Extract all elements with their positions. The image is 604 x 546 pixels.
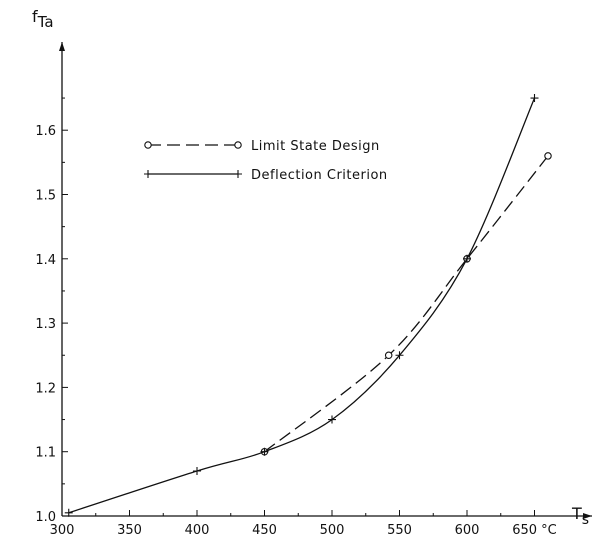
x-tick-label: 600 [455, 523, 480, 538]
y-tick-label: 1.2 [35, 381, 56, 396]
x-tick-label: 550 [387, 523, 412, 538]
y-axis-title-main: f [32, 7, 38, 26]
y-tick-label: 1.4 [35, 253, 56, 268]
series-layer [64, 94, 552, 517]
y-tick-label: 1.6 [35, 124, 56, 139]
y-tick-label: 1.1 [35, 446, 56, 461]
y-tick-label: 1.3 [35, 317, 56, 332]
data-point-1 [328, 415, 336, 424]
y-tick-label: 1.0 [35, 510, 56, 525]
data-point-1 [193, 466, 201, 475]
legend-marker-1 [234, 170, 242, 178]
legend-label-1: Deflection Criterion [251, 168, 388, 183]
axes [59, 42, 592, 519]
legend-marker-1 [144, 170, 152, 178]
data-point-1 [64, 508, 73, 517]
data-point-0 [544, 152, 552, 160]
x-axis-title-sub: s [582, 512, 589, 528]
ticks: 300 350 400 450 500 550 600 650 °C 1.0 1.1 1.2 1.3 1… [35, 97, 557, 538]
x-tick-label: 450 [252, 523, 277, 538]
y-axis-title: fTa [32, 7, 54, 31]
legend: Limit State Design Deflection Criterion [144, 139, 388, 183]
legend-marker-0 [234, 141, 242, 149]
series-line-0 [264, 155, 549, 453]
legend-marker-0 [144, 141, 152, 149]
x-tick-label: 650 °C [512, 523, 557, 538]
x-axis-title-main: T [571, 504, 582, 523]
x-tick-label: 500 [320, 523, 345, 538]
y-axis-arrow [59, 42, 65, 51]
series-line-1 [68, 97, 536, 514]
y-axis-title-sub: Ta [37, 13, 54, 31]
x-tick-label: 400 [185, 523, 210, 538]
data-point-1 [530, 94, 539, 103]
x-tick-label: 350 [117, 523, 142, 538]
x-axis-arrow [583, 513, 592, 519]
data-point-1 [260, 447, 269, 456]
x-tick-label: 300 [50, 523, 75, 538]
data-point-0 [384, 351, 393, 359]
legend-label-0: Limit State Design [251, 139, 380, 154]
data-point-1 [395, 351, 404, 360]
x-axis-title: Ts [571, 504, 589, 528]
y-tick-label: 1.5 [35, 189, 56, 204]
data-point-1 [463, 254, 471, 263]
